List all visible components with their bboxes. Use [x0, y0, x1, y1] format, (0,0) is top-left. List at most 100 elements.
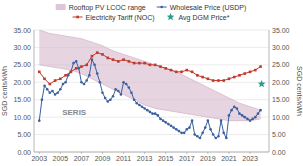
y-tick-label: 20.00 — [13, 79, 31, 86]
point — [128, 60, 131, 63]
y2-tick-label: 25.00 — [272, 61, 290, 68]
legend-label: Electricity Tariff (NOC) — [86, 14, 155, 22]
legend-item: Electricity Tariff (NOC) — [73, 14, 155, 22]
y2-axis-title: SGD cents/kWh — [296, 66, 303, 116]
x-tick-label: 2005 — [53, 155, 69, 162]
point — [191, 71, 194, 74]
point — [130, 91, 133, 94]
x-tick-label: 2023 — [242, 155, 258, 162]
y2-tick-label: 35.00 — [272, 27, 290, 34]
annotation: SERIS — [62, 108, 87, 117]
point — [212, 79, 215, 82]
point — [196, 74, 199, 77]
point — [106, 100, 109, 103]
point — [204, 126, 207, 129]
point — [80, 81, 83, 84]
legend-swatch — [157, 7, 167, 8]
point — [114, 88, 117, 91]
point — [243, 72, 246, 75]
point — [164, 121, 167, 124]
x-tick-label: 2009 — [95, 155, 111, 162]
point — [222, 132, 225, 135]
y2-tick-label: 5.00 — [272, 131, 286, 138]
legend-swatch — [73, 17, 83, 18]
y-tick-label: 0.00 — [17, 149, 31, 156]
point — [259, 109, 262, 112]
point — [238, 112, 241, 115]
y-tick-label: 15.00 — [13, 96, 31, 103]
legend: Rooftop PV LCOC rangeWholesale Price (US… — [56, 4, 247, 22]
point — [99, 81, 102, 84]
y-axis-title: SGD cents/kWh — [1, 66, 8, 116]
point — [178, 130, 181, 133]
point — [251, 118, 254, 121]
point — [222, 79, 225, 82]
point — [85, 79, 88, 82]
point — [104, 97, 107, 100]
point — [159, 118, 162, 121]
point — [64, 74, 67, 77]
point — [186, 69, 189, 72]
point — [46, 88, 49, 91]
x-tick-label: 2019 — [200, 155, 216, 162]
point — [170, 125, 173, 128]
legend-swatch — [56, 4, 66, 10]
point — [233, 76, 236, 79]
y2-tick-label: 30.00 — [272, 44, 290, 51]
legend-swatch — [160, 6, 163, 9]
point — [254, 69, 257, 72]
y2-tick-label: 20.00 — [272, 79, 290, 86]
point — [241, 114, 244, 117]
point — [246, 118, 249, 121]
point — [170, 69, 173, 72]
point — [207, 78, 210, 81]
point — [254, 116, 257, 119]
point — [54, 79, 57, 82]
point — [91, 58, 94, 61]
y-tick-label: 25.00 — [13, 61, 31, 68]
point — [59, 88, 62, 91]
x-tick-label: 2011 — [116, 155, 131, 162]
y2-tick-label: 10.00 — [272, 114, 290, 121]
point — [141, 105, 144, 108]
legend-swatch — [76, 16, 79, 19]
point — [128, 86, 131, 89]
point — [149, 111, 152, 114]
grid-line — [34, 30, 269, 31]
point — [143, 107, 146, 110]
y2-tick-label: 15.00 — [272, 96, 290, 103]
grid-line — [34, 134, 269, 135]
point — [217, 135, 220, 138]
point — [122, 81, 125, 84]
range-edge — [39, 65, 260, 121]
x-tick-label: 2003 — [31, 155, 47, 162]
point — [138, 62, 141, 65]
point — [238, 74, 241, 77]
point — [180, 71, 183, 74]
point — [122, 58, 125, 61]
point — [70, 71, 73, 74]
point — [88, 74, 91, 77]
point — [96, 72, 99, 75]
x-tick-label: 2017 — [179, 155, 195, 162]
point — [225, 137, 228, 140]
point — [233, 105, 236, 108]
point — [62, 83, 65, 86]
y-axis-line — [34, 30, 35, 152]
x-tick-label: 2007 — [74, 155, 90, 162]
legend-label: Rooftop PV LCOC range — [69, 4, 146, 12]
point — [101, 53, 104, 56]
point — [154, 112, 157, 115]
point — [133, 98, 136, 101]
point — [207, 119, 210, 122]
point — [64, 81, 67, 84]
chart: 0.005.0010.0015.0020.0025.0030.0035.000.… — [0, 0, 303, 166]
point — [106, 57, 109, 60]
point — [143, 62, 146, 65]
point — [112, 58, 115, 61]
point — [135, 102, 138, 105]
line — [39, 53, 260, 84]
point — [154, 64, 157, 67]
legend-item: Avg DGM Price* — [167, 13, 230, 22]
point — [214, 137, 217, 140]
